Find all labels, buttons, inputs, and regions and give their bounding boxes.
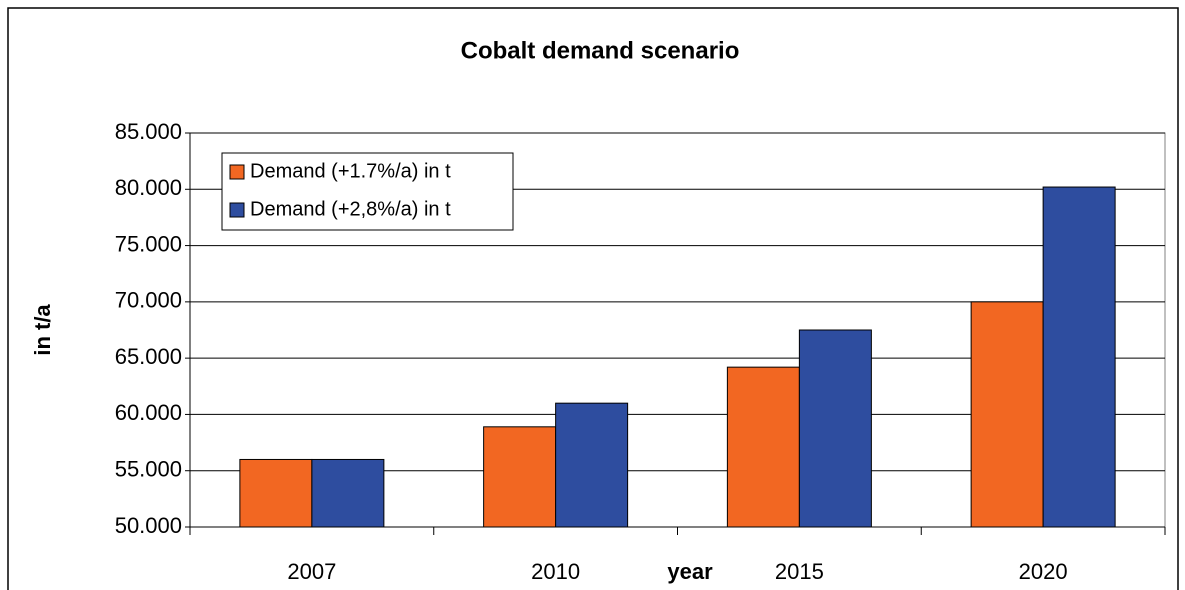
y-tick-label: 85.000: [115, 119, 182, 144]
legend-swatch: [229, 164, 245, 180]
y-axis-label: in t/a: [30, 304, 55, 356]
chart-title: Cobalt demand scenario: [461, 37, 740, 64]
legend-label: Demand (+2,8%/a) in t: [250, 198, 451, 220]
legend-box: [221, 152, 514, 231]
bar: [311, 458, 385, 528]
bar: [970, 301, 1044, 528]
y-tick-label: 55.000: [115, 457, 182, 482]
x-tick-label: 2007: [287, 559, 336, 584]
bar: [798, 329, 872, 528]
legend-swatch: [229, 202, 245, 218]
bar: [555, 402, 629, 528]
chart-frame: [7, 7, 1179, 590]
bar: [1042, 186, 1116, 528]
x-axis-label: year: [667, 559, 713, 584]
y-tick-label: 80.000: [115, 175, 182, 200]
y-tick-label: 75.000: [115, 231, 182, 256]
y-tick-label: 65.000: [115, 344, 182, 369]
legend-label: Demand (+1.7%/a) in t: [250, 160, 451, 182]
x-tick-label: 2020: [1019, 559, 1068, 584]
bar: [239, 458, 313, 528]
x-tick-label: 2010: [531, 559, 580, 584]
bar: [483, 426, 557, 528]
bar: [726, 366, 800, 528]
y-tick-label: 60.000: [115, 400, 182, 425]
x-tick-label: 2015: [775, 559, 824, 584]
y-tick-label: 70.000: [115, 288, 182, 313]
y-tick-label: 50.000: [115, 513, 182, 538]
